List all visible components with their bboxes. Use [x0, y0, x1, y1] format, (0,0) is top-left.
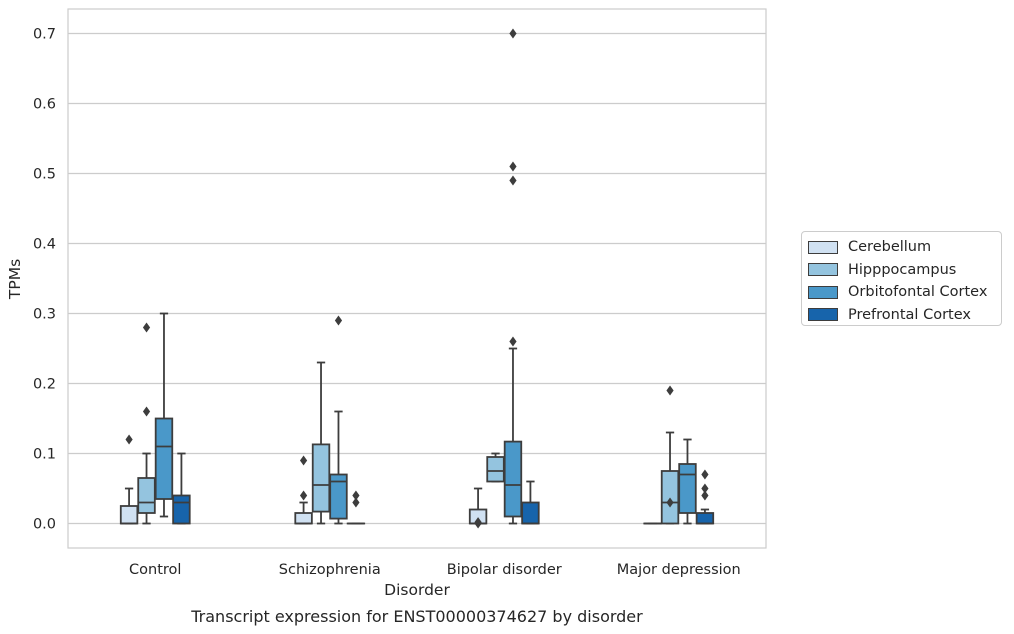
box-iqr [695, 512, 715, 525]
outlier-point [142, 322, 151, 333]
outlier-point [299, 455, 308, 466]
box-iqr [119, 505, 139, 525]
outlier-point [701, 469, 709, 480]
outlier-point [352, 497, 360, 508]
y-tick-label: 0.5 [33, 167, 56, 183]
legend-swatch [808, 285, 838, 299]
legend-item: Cerebellum [808, 236, 1001, 259]
legend-label: Prefrontal Cortex [848, 306, 971, 323]
x-axis-ticks: Control Schizophrenia Bipolar disorder Majo… [129, 562, 741, 578]
y-axis-label: TPMs [6, 259, 24, 300]
outlier-point [352, 490, 360, 501]
x-tick-label: Bipolar disorder [447, 562, 562, 578]
box-prefrontal-cortex [172, 452, 191, 525]
box-prefrontal-cortex [346, 490, 366, 525]
box-iqr [329, 473, 348, 520]
y-axis-ticks: 0.0 0.1 0.2 0.3 0.4 0.5 0.6 0.7 [33, 27, 56, 533]
legend-swatch [808, 240, 838, 254]
outlier-point [509, 28, 517, 39]
y-tick-label: 0.7 [33, 27, 56, 43]
box-iqr [154, 417, 174, 500]
outlier-point [666, 385, 674, 396]
legend-item: Prefrontal Cortex [808, 304, 1001, 327]
y-tick-label: 0.0 [33, 517, 56, 533]
legend-label: Orbitofontal Cortex [848, 284, 988, 301]
legend-item: Orbitofontal Cortex [808, 281, 1001, 304]
box-cerebellum [468, 487, 488, 529]
outlier-point [509, 336, 517, 347]
chart-caption: Transcript expression for ENST0000037462… [190, 607, 643, 626]
outlier-point [125, 434, 133, 445]
x-tick-label: Control [129, 562, 181, 578]
y-tick-label: 0.1 [33, 447, 56, 463]
legend: Cerebellum Hipppocampus Orbitofontal Corte… [801, 231, 1002, 326]
box-iqr [294, 512, 313, 525]
outlier-point [666, 497, 674, 508]
box-prefrontal-cortex [521, 480, 540, 525]
outlier-point [509, 175, 517, 186]
outlier-point [142, 406, 151, 417]
outlier-point [474, 517, 482, 528]
outlier-point [701, 483, 709, 494]
box-iqr [311, 443, 331, 513]
box-cerebellum [294, 455, 313, 525]
box-hipppocampus [660, 385, 680, 525]
x-tick-label: Schizophrenia [279, 562, 381, 578]
legend-swatch [808, 308, 838, 322]
box-orbitofontal-cortex [154, 312, 174, 518]
box-iqr [172, 494, 191, 525]
box-orbitofontal-cortex [503, 28, 523, 525]
box-series [119, 28, 715, 529]
legend-swatch [808, 263, 838, 277]
box-iqr [521, 501, 540, 525]
box-iqr [486, 456, 505, 483]
outlier-point [334, 315, 343, 326]
box-cerebellum [119, 434, 139, 525]
outlier-point [701, 490, 709, 501]
box-iqr [503, 440, 523, 518]
box-hipppocampus [137, 322, 156, 525]
legend-label: Cerebellum [848, 239, 932, 256]
box-iqr [660, 470, 680, 525]
box-iqr [678, 463, 697, 514]
legend-label: Hipppocampus [848, 261, 957, 278]
box-orbitofontal-cortex [329, 315, 348, 525]
y-tick-label: 0.2 [33, 377, 56, 393]
x-axis-label: Disorder [384, 581, 450, 599]
outlier-point [509, 161, 517, 172]
y-tick-label: 0.6 [33, 97, 56, 113]
legend-item: Hipppocampus [808, 259, 1001, 282]
y-tick-label: 0.3 [33, 307, 56, 323]
x-tick-label: Major depression [617, 562, 741, 578]
y-tick-label: 0.4 [33, 237, 56, 253]
box-prefrontal-cortex [695, 469, 715, 525]
outlier-point [299, 490, 308, 501]
box-orbitofontal-cortex [678, 438, 697, 525]
plot-area [67, 8, 767, 549]
box-hipppocampus [486, 452, 505, 483]
box-iqr [137, 477, 156, 514]
